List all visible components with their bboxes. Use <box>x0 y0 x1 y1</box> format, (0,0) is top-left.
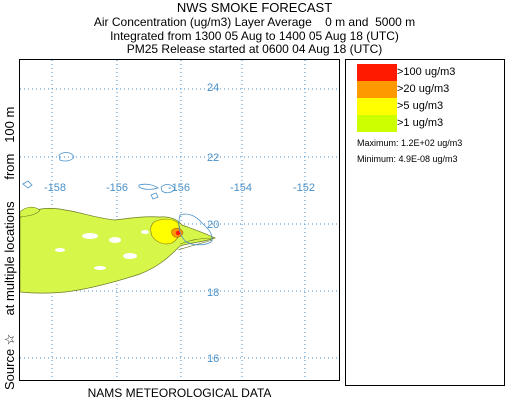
legend-label: >20 ug/m3 <box>397 83 450 95</box>
legend-swatch <box>357 81 397 98</box>
legend-label: >100 ug/m3 <box>397 66 456 78</box>
lat-label: 22 <box>207 152 219 164</box>
maximum-value: Maximum: 1.2E+02 ug/m3 <box>357 138 463 148</box>
lon-label: -154 <box>230 182 252 194</box>
plume-clear-patches <box>55 230 149 270</box>
legend: >100 ug/m3 >20 ug/m3 >5 ug/m3 >1 ug/m3 M… <box>345 59 505 386</box>
lat-labels: 24 22 20 18 16 <box>207 82 219 365</box>
lat-label: 24 <box>207 82 219 94</box>
source-caption: Source ☆ at multiple locations from 100 … <box>2 106 17 390</box>
island-hawaii <box>178 213 213 246</box>
concentration-description: Air Concentration (ug/m3) Layer Average … <box>93 15 416 29</box>
lat-label: 16 <box>207 353 219 365</box>
lon-label: -156 <box>168 182 190 194</box>
lon-label: -152 <box>293 182 315 194</box>
island-lanai <box>150 192 159 200</box>
island-kauai <box>58 152 75 162</box>
smoke-map-canvas: 24 22 20 18 16 -158 -156 -156 -154 -152 <box>20 60 339 380</box>
plume-red-core <box>175 230 181 236</box>
legend-swatch <box>357 98 397 115</box>
island-molokai <box>138 183 159 190</box>
lon-label: -158 <box>44 182 66 194</box>
legend-label: >1 ug/m3 <box>397 117 444 129</box>
lon-labels: -158 -156 -156 -154 -152 <box>44 182 315 194</box>
island-oahu <box>22 180 33 189</box>
minimum-value: Minimum: 4.9E-08 ug/m3 <box>357 154 458 164</box>
smoke-plume <box>20 206 216 294</box>
island-outlines <box>22 152 213 246</box>
integration-period: Integrated from 1300 05 Aug to 1400 05 A… <box>110 29 399 43</box>
meteorological-data-caption: NAMS METEOROLOGICAL DATA <box>87 386 272 400</box>
legend-swatch <box>357 115 397 132</box>
island-maui <box>160 184 176 194</box>
lat-label: 18 <box>207 287 219 299</box>
smoke-map: 24 22 20 18 16 -158 -156 -156 -154 -152 <box>19 59 340 381</box>
plume-yellow-core <box>150 218 181 245</box>
forecast-title: NWS SMOKE FORECAST <box>176 0 333 15</box>
legend-swatch <box>357 64 397 81</box>
lat-label: 20 <box>207 219 219 231</box>
release-info: PM25 Release started at 0600 04 Aug 18 (… <box>126 42 383 56</box>
plume-outer-contour <box>20 208 216 294</box>
legend-label: >5 ug/m3 <box>397 100 444 112</box>
lon-label: -156 <box>106 182 128 194</box>
plume-left-lobe <box>20 206 41 218</box>
